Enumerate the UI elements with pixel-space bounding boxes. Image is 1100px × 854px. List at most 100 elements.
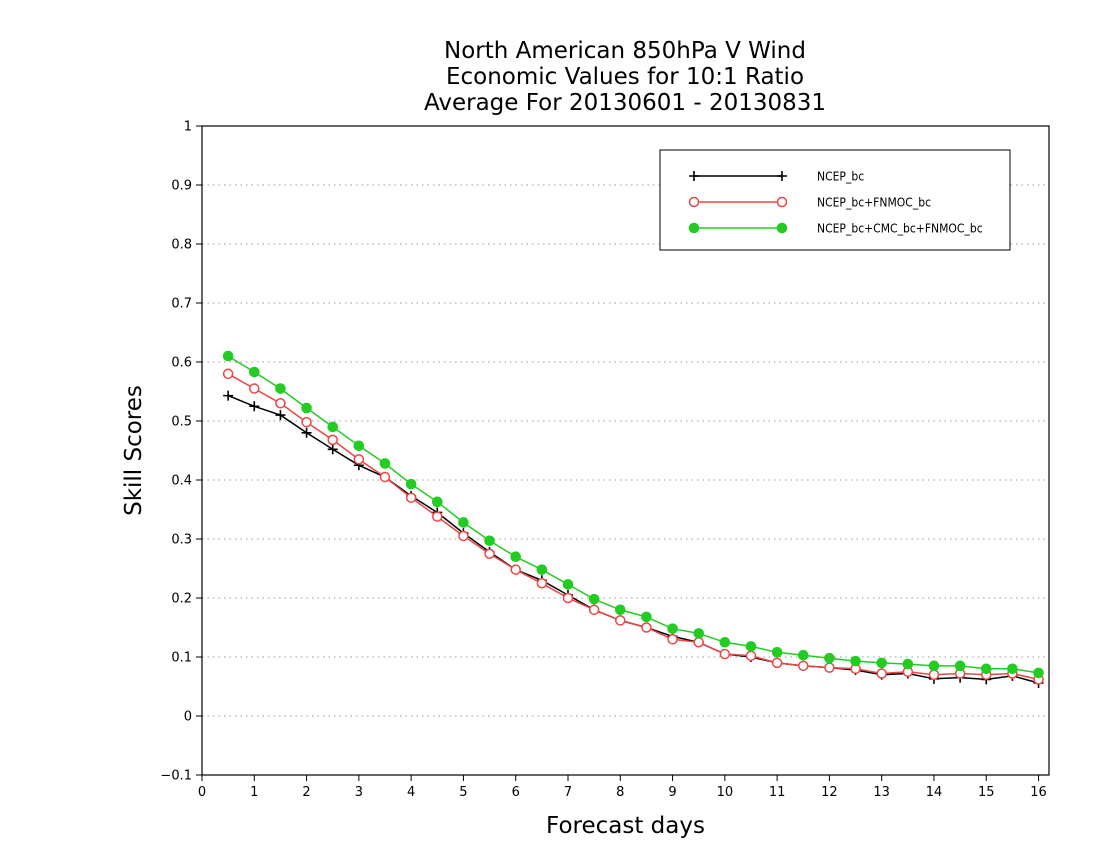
series-lines [222, 350, 1044, 688]
data-point [327, 421, 339, 433]
y-tick-label: 0.1 [171, 651, 192, 666]
data-point [405, 478, 417, 490]
data-point [405, 492, 417, 503]
x-tick-label: 4 [407, 785, 415, 800]
legend-label: NCEP_bc+CMC_bc+FNMOC_bc [817, 222, 983, 236]
plot-frame [201, 125, 1050, 776]
data-point [458, 530, 469, 542]
x-tick-label: 12 [821, 785, 838, 800]
data-point [431, 496, 443, 508]
x-tick-label: 14 [926, 785, 943, 800]
data-point [667, 634, 678, 645]
y-tick-label: 0.3 [171, 533, 192, 548]
y-tick-label: 0.2 [171, 592, 192, 607]
x-tick-label: 3 [355, 785, 363, 800]
y-axis-ticks: −0.1 0 0.1 0.2 0.3 0.4 0.5 0.6 0.7 0.8 0.9 1 [160, 120, 202, 784]
x-tick-label: 13 [873, 785, 890, 800]
data-point [1033, 667, 1044, 679]
data-point [249, 401, 260, 412]
legend-label: NCEP_bc [817, 170, 864, 184]
data-point [510, 564, 521, 575]
data-point [301, 416, 312, 428]
data-point [249, 383, 260, 394]
data-point [1007, 663, 1018, 675]
legend-marker [688, 196, 700, 208]
x-tick-label: 16 [1030, 785, 1047, 800]
data-point [222, 368, 234, 380]
grid-lines [202, 184, 1049, 717]
y-tick-label: 0.4 [171, 474, 192, 489]
data-point [693, 628, 704, 639]
data-point [458, 517, 469, 528]
y-tick-label: 0 [184, 710, 192, 725]
data-point [902, 658, 914, 670]
data-point [719, 648, 731, 660]
data-point [222, 350, 234, 362]
series-line [227, 373, 1039, 681]
legend-marker [776, 222, 788, 234]
legend-box [659, 149, 1011, 251]
x-tick-label: 1 [250, 785, 258, 800]
x-tick-label: 15 [978, 785, 995, 800]
data-point [536, 564, 548, 575]
x-tick-label: 2 [302, 785, 310, 800]
data-point [353, 440, 365, 452]
data-point [980, 663, 992, 675]
data-point [771, 646, 783, 658]
chart-title-line: Average For 20130601 - 20130831 [424, 90, 826, 116]
data-point [248, 366, 260, 378]
legend: NCEP_bc NCEP_bc+FNMOC_bc NCEP_bc+CMC_bc+FN… [659, 149, 1011, 251]
data-point [876, 668, 887, 679]
legend-marker [689, 171, 699, 181]
x-tick-label: 6 [512, 785, 520, 800]
data-point [327, 444, 338, 455]
data-point [798, 660, 809, 672]
y-tick-label: 0.8 [171, 238, 192, 253]
data-point [797, 649, 809, 661]
data-point [588, 593, 600, 605]
data-point [275, 383, 286, 394]
data-point [824, 662, 835, 673]
legend-entry: NCEP_bc+FNMOC_bc [688, 196, 931, 210]
y-tick-label: 0.6 [171, 356, 192, 371]
data-point [301, 427, 312, 438]
data-point [484, 548, 495, 559]
data-point [223, 390, 234, 401]
chart-title-line: North American 850hPa V Wind [444, 38, 806, 64]
legend-marker [688, 222, 700, 234]
x-tick-label: 0 [198, 785, 206, 800]
data-point [536, 578, 548, 589]
legend-label: NCEP_bc+FNMOC_bc [817, 196, 931, 210]
x-tick-label: 7 [564, 785, 572, 800]
y-tick-label: −0.1 [160, 769, 192, 784]
x-tick-label: 9 [668, 785, 676, 800]
data-point [484, 535, 495, 547]
data-point [745, 641, 757, 652]
data-point [667, 623, 678, 634]
y-tick-label: 0.5 [171, 415, 192, 430]
x-tick-label: 8 [616, 785, 624, 800]
series-line [227, 355, 1039, 674]
data-point [824, 652, 835, 664]
data-point [379, 458, 391, 469]
data-point [928, 669, 940, 680]
y-tick-label: 1 [184, 120, 192, 135]
y-axis-title: Skill Scores [121, 385, 147, 516]
data-point [954, 660, 966, 672]
data-point [432, 511, 443, 522]
data-point [562, 592, 574, 604]
data-point [771, 657, 783, 669]
legend-entry: NCEP_bc+CMC_bc+FNMOC_bc [688, 222, 983, 236]
data-point [850, 655, 861, 667]
data-point [615, 615, 626, 626]
data-point [275, 410, 286, 421]
y-tick-label: 0.7 [171, 297, 192, 312]
data-point [275, 398, 286, 409]
data-point [562, 579, 574, 590]
series-3 [222, 350, 1044, 679]
data-point [301, 402, 312, 414]
data-point [876, 657, 887, 669]
